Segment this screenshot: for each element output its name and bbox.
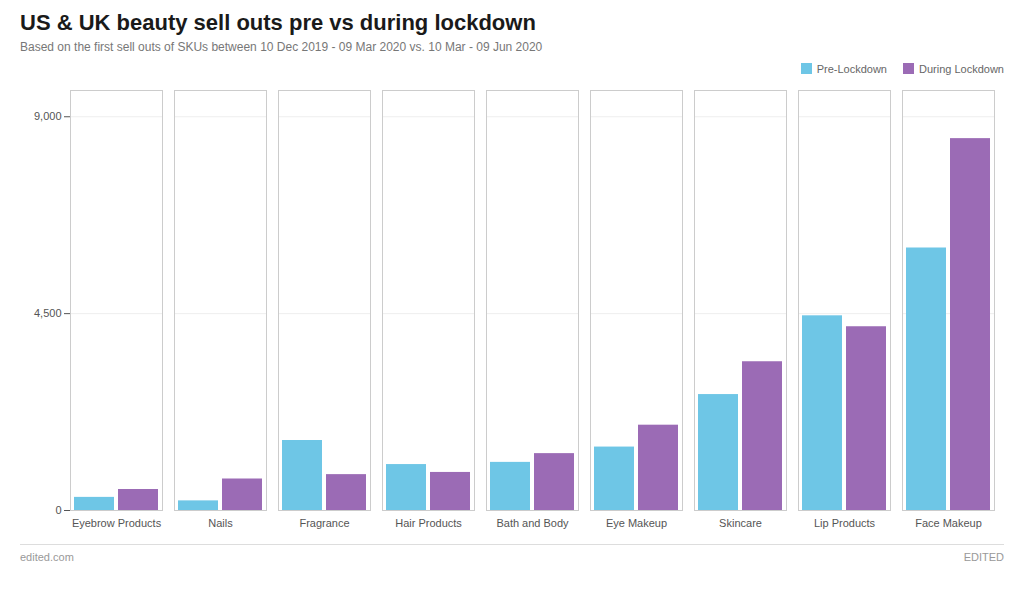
svg-text:Nails: Nails <box>208 517 233 529</box>
svg-text:Eyebrow Products: Eyebrow Products <box>72 517 162 529</box>
svg-text:Fragrance: Fragrance <box>299 517 349 529</box>
svg-text:4,500: 4,500 <box>34 307 62 319</box>
svg-text:Bath and Body: Bath and Body <box>496 517 569 529</box>
svg-text:Face Makeup: Face Makeup <box>915 517 982 529</box>
svg-text:Lip Products: Lip Products <box>814 517 876 529</box>
html-text:edited.com: edited.com <box>20 551 74 563</box>
html-text:During Lockdown: During Lockdown <box>919 63 1004 75</box>
html-text:US & UK beauty sell outs pre v: US & UK beauty sell outs pre vs during l… <box>20 10 536 35</box>
html-text:Based on the first sell outs o: Based on the first sell outs of SKUs bet… <box>20 40 543 55</box>
svg-text:9,000: 9,000 <box>34 110 62 122</box>
html-text:EDITED: EDITED <box>963 551 1004 563</box>
svg-text:Hair Products: Hair Products <box>395 517 462 529</box>
svg-text:Eye Makeup: Eye Makeup <box>606 517 667 529</box>
html-text:Pre-Lockdown: Pre-Lockdown <box>816 63 887 75</box>
svg-text:Skincare: Skincare <box>719 517 762 529</box>
svg-text:0: 0 <box>55 504 61 516</box>
